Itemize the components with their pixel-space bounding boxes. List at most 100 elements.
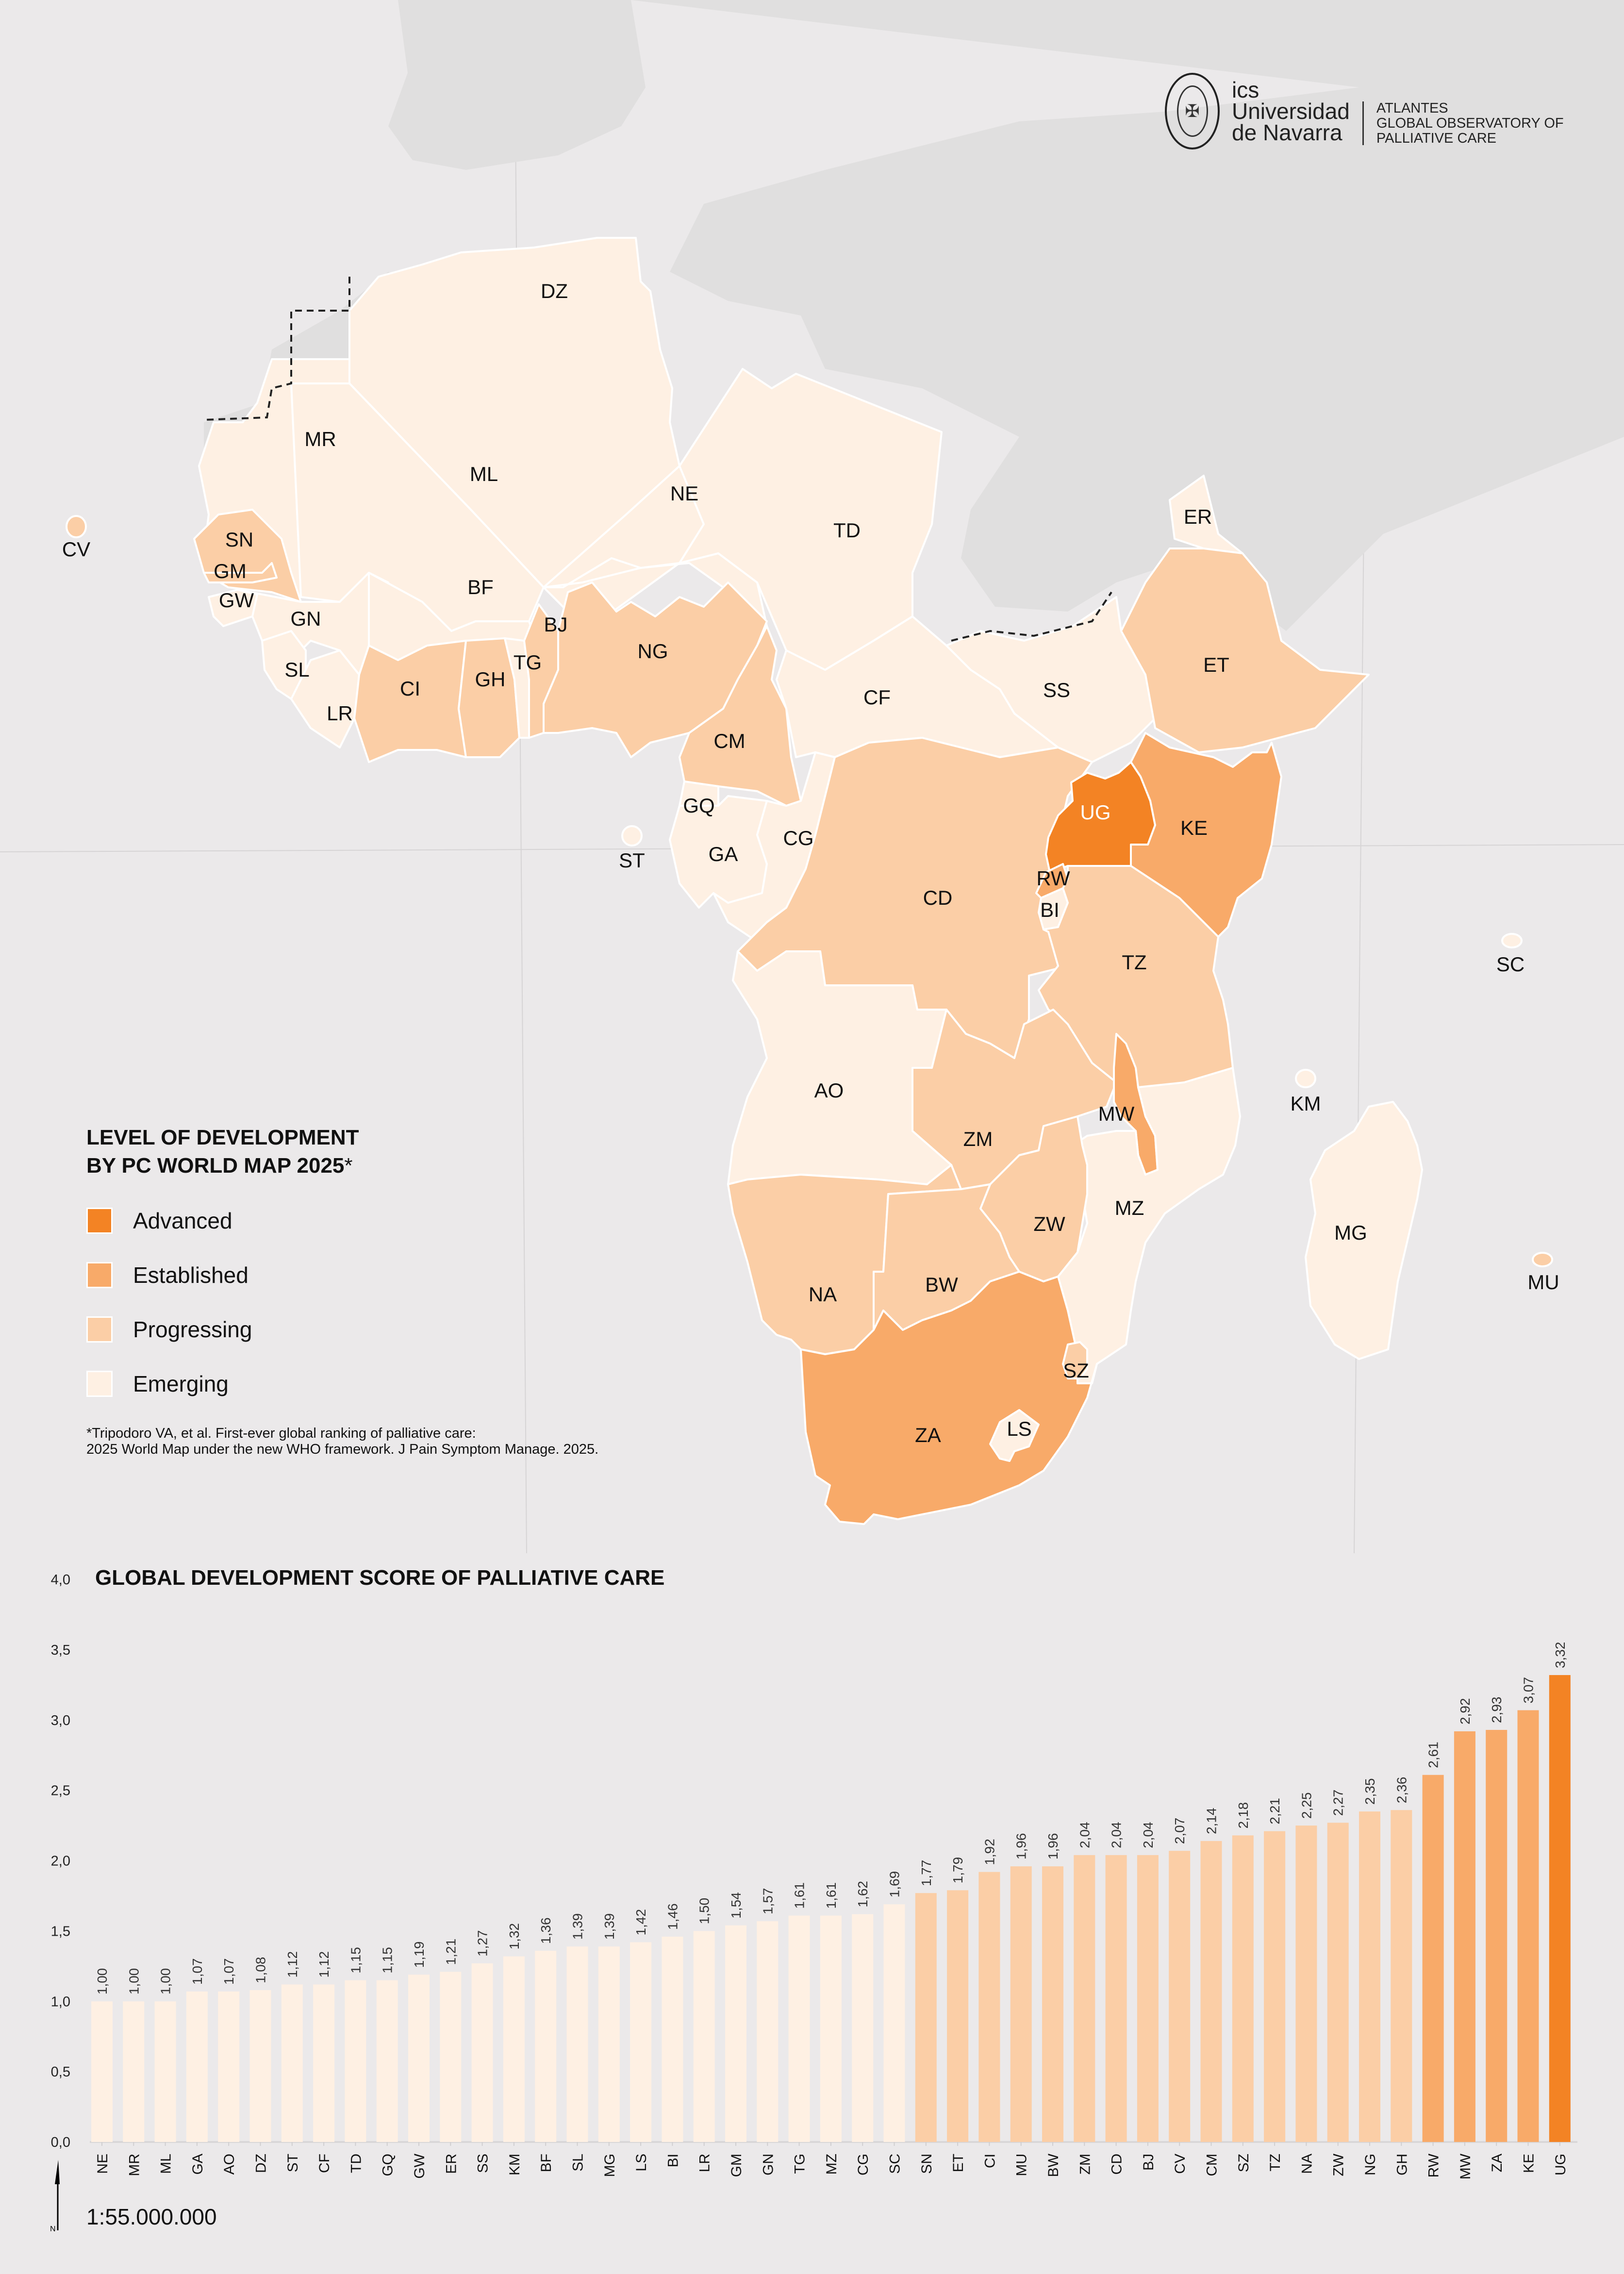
bar-zw[interactable] xyxy=(1327,1823,1349,2142)
country-ci[interactable] xyxy=(353,640,467,763)
bar-value-label: 2,04 xyxy=(1077,1822,1092,1848)
bar-value-label: 1,00 xyxy=(95,1968,110,1995)
bar-lr[interactable] xyxy=(693,1931,715,2142)
map-label-km: KM xyxy=(1291,1092,1321,1115)
bar-ug[interactable] xyxy=(1549,1675,1571,2142)
bar-cv[interactable] xyxy=(1169,1851,1191,2142)
map-label-er: ER xyxy=(1184,505,1212,528)
bar-gq[interactable] xyxy=(376,1980,398,2142)
bar-cd[interactable] xyxy=(1105,1855,1127,2142)
x-tick-label: LS xyxy=(633,2154,649,2172)
legend-title: LEVEL OF DEVELOPMENT BY PC WORLD MAP 202… xyxy=(86,1124,598,1180)
bar-sl[interactable] xyxy=(566,1946,588,2142)
bar-cm[interactable] xyxy=(1200,1841,1222,2142)
bar-value-label: 1,15 xyxy=(348,1947,363,1974)
country-cv[interactable] xyxy=(66,515,87,538)
bar-value-label: 1,32 xyxy=(507,1923,522,1950)
bar-za[interactable] xyxy=(1486,1730,1508,2142)
countries-layer xyxy=(66,237,1553,1525)
country-mu[interactable] xyxy=(1532,1252,1553,1267)
bar-tz[interactable] xyxy=(1264,1831,1286,2142)
map-label-cv: CV xyxy=(62,538,90,561)
map-label-gm: GM xyxy=(214,560,247,582)
bar-ci[interactable] xyxy=(978,1872,1000,2142)
bar-et[interactable] xyxy=(947,1890,969,2142)
bar-sz[interactable] xyxy=(1232,1835,1254,2142)
country-gm[interactable] xyxy=(203,562,278,583)
bar-value-label: 1,92 xyxy=(982,1839,997,1865)
country-sc[interactable] xyxy=(1501,933,1523,948)
bar-ao[interactable] xyxy=(218,1991,240,2142)
country-cm[interactable] xyxy=(679,625,802,807)
atlantes-name: ATLANTES GLOBAL OBSERVATORY OF PALLIATIV… xyxy=(1376,100,1564,146)
bar-value-label: 2,92 xyxy=(1458,1698,1473,1725)
bar-value-label: 3,32 xyxy=(1553,1642,1568,1669)
bar-value-label: 1,15 xyxy=(380,1947,395,1974)
bar-mu[interactable] xyxy=(1010,1866,1032,2142)
x-tick-label: GM xyxy=(729,2154,745,2177)
bar-dz[interactable] xyxy=(249,1990,271,2142)
bar-bj[interactable] xyxy=(1137,1855,1159,2142)
bar-value-label: 1,39 xyxy=(570,1913,585,1940)
bar-value-label: 1,54 xyxy=(729,1892,744,1919)
bar-mg[interactable] xyxy=(598,1946,620,2142)
bar-na[interactable] xyxy=(1295,1826,1317,2142)
country-za[interactable] xyxy=(800,1271,1098,1525)
bar-value-label: 1,07 xyxy=(221,1958,236,1985)
map-label-cg: CG xyxy=(783,827,814,849)
bar-value-label: 2,93 xyxy=(1489,1697,1504,1724)
bar-cf[interactable] xyxy=(313,1984,335,2142)
bar-rw[interactable] xyxy=(1422,1775,1444,2142)
bar-bi[interactable] xyxy=(662,1936,683,2142)
legend-swatch-progressing xyxy=(86,1316,113,1343)
bar-sn[interactable] xyxy=(915,1893,937,2142)
logo-divider xyxy=(1362,101,1364,145)
map-label-gw: GW xyxy=(219,589,254,612)
legend-title-line-2: BY PC WORLD MAP 2025 xyxy=(86,1154,345,1178)
bar-er[interactable] xyxy=(440,1972,462,2142)
country-st[interactable] xyxy=(621,825,643,847)
bar-gh[interactable] xyxy=(1391,1810,1412,2142)
x-tick-label: CM xyxy=(1204,2154,1220,2176)
bar-sc[interactable] xyxy=(883,1904,905,2142)
bar-ga[interactable] xyxy=(186,1991,208,2142)
country-ls[interactable] xyxy=(989,1409,1040,1462)
bar-gn[interactable] xyxy=(757,1921,779,2142)
bar-mr[interactable] xyxy=(123,2001,145,2142)
country-mz[interactable] xyxy=(1057,1067,1241,1384)
atlantes-line-2: GLOBAL OBSERVATORY OF xyxy=(1376,115,1564,131)
bar-ls[interactable] xyxy=(630,1942,652,2142)
footnote-line-1: *Tripodoro VA, et al. First-ever global … xyxy=(86,1426,476,1441)
country-et[interactable] xyxy=(1120,548,1370,753)
country-km[interactable] xyxy=(1295,1069,1316,1088)
map-label-zm: ZM xyxy=(963,1128,993,1150)
x-tick-label: MU xyxy=(1014,2154,1030,2176)
bar-tg[interactable] xyxy=(788,1915,810,2142)
bar-ml[interactable] xyxy=(154,2001,176,2142)
country-sz[interactable] xyxy=(1062,1341,1088,1379)
bar-zm[interactable] xyxy=(1074,1855,1095,2142)
bar-value-label: 1,42 xyxy=(633,1909,648,1936)
bar-st[interactable] xyxy=(281,1984,303,2142)
bar-value-label: 1,36 xyxy=(538,1917,553,1944)
x-tick-label: NE xyxy=(95,2154,111,2174)
bar-mz[interactable] xyxy=(820,1915,842,2142)
bar-td[interactable] xyxy=(345,1980,366,2142)
bar-bw[interactable] xyxy=(1042,1866,1063,2142)
bar-mw[interactable] xyxy=(1454,1731,1475,2142)
bar-ss[interactable] xyxy=(471,1963,493,2142)
bar-ng[interactable] xyxy=(1359,1811,1380,2142)
map-label-dz: DZ xyxy=(541,280,568,302)
legend-label-advanced: Advanced xyxy=(133,1208,232,1233)
bar-bf[interactable] xyxy=(535,1950,557,2142)
country-mg[interactable] xyxy=(1305,1101,1423,1360)
bar-ke[interactable] xyxy=(1517,1710,1539,2142)
bar-km[interactable] xyxy=(503,1956,525,2142)
map-label-ci: CI xyxy=(400,677,420,700)
country-ke[interactable] xyxy=(1130,732,1282,938)
bar-gw[interactable] xyxy=(408,1975,430,2142)
bar-cg[interactable] xyxy=(852,1914,874,2142)
bar-ne[interactable] xyxy=(91,2001,113,2142)
bar-gm[interactable] xyxy=(725,1925,746,2142)
